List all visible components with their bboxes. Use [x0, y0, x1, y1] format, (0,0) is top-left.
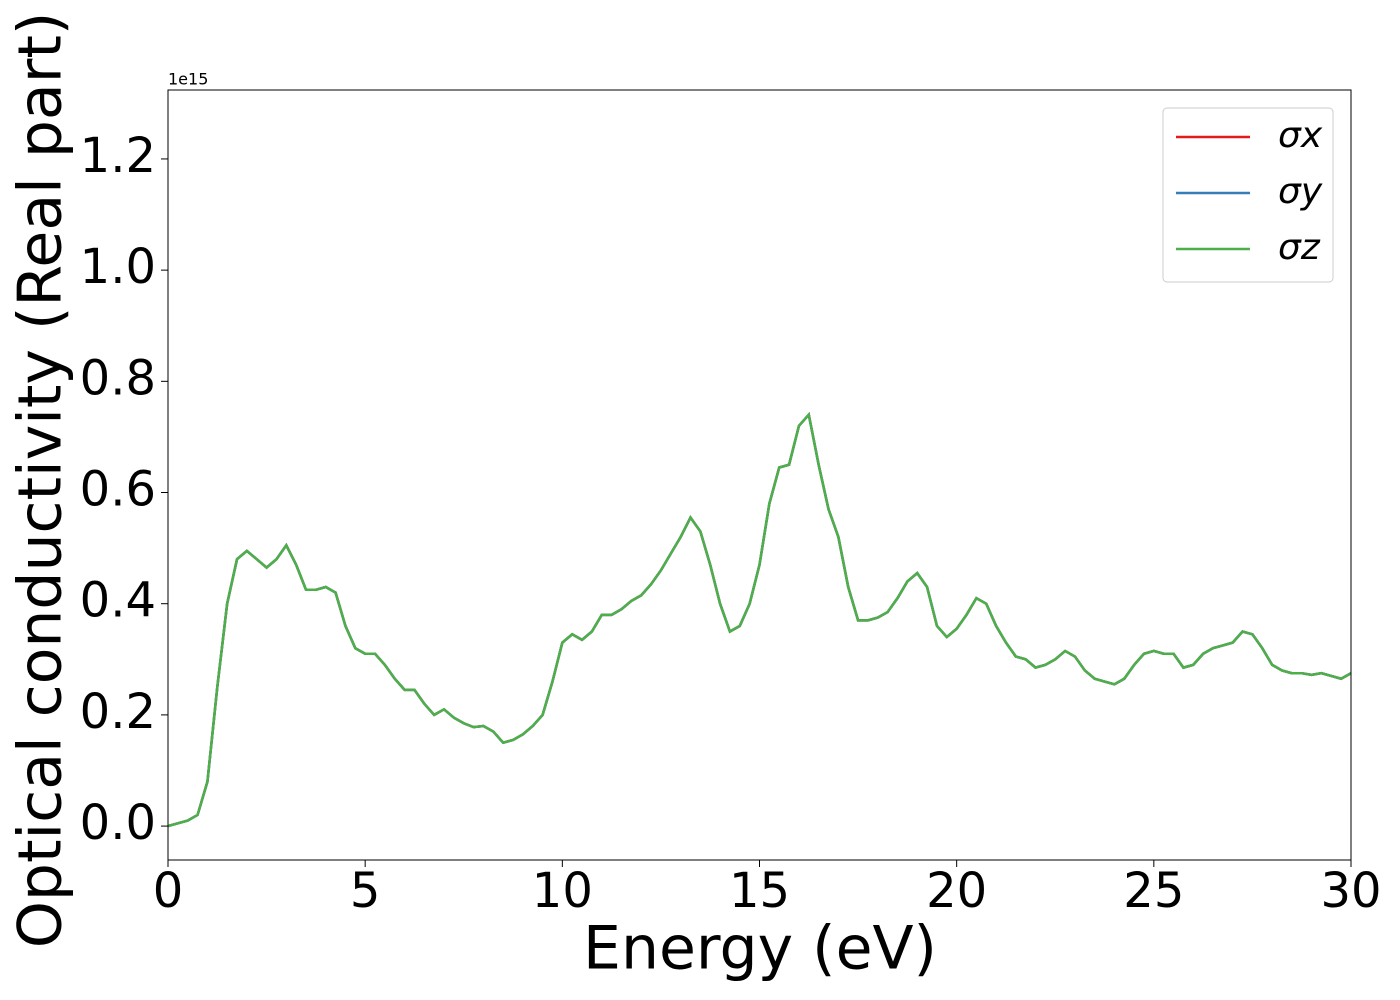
- y-tick-label: 0.0: [80, 795, 156, 851]
- x-tick-label: 15: [729, 863, 790, 919]
- x-tick-label: 0: [153, 863, 184, 919]
- x-tick-label: 20: [926, 863, 987, 919]
- x-tick-label: 5: [350, 863, 381, 919]
- series-line: [168, 411, 1351, 828]
- y-tick-label: 0.8: [80, 350, 156, 406]
- y-tick-label: 1.0: [80, 239, 156, 295]
- series-line: [168, 411, 1351, 828]
- x-tick-label: 10: [532, 863, 593, 919]
- y-axis-label: Optical conductivity (Real part): [6, 12, 76, 949]
- x-axis-label: Energy (eV): [583, 914, 937, 984]
- legend-label: σx: [1278, 115, 1323, 156]
- y-tick-label: 1.2: [80, 128, 156, 184]
- offset-label: 1e15: [168, 70, 208, 89]
- legend-label: σy: [1278, 171, 1323, 212]
- x-tick-label: 30: [1320, 863, 1381, 919]
- y-tick-label: 0.6: [80, 462, 156, 518]
- series-line: [168, 411, 1351, 828]
- legend-box: [1162, 107, 1334, 283]
- y-tick-label: 0.2: [80, 684, 156, 740]
- x-tick-label: 25: [1123, 863, 1184, 919]
- y-tick-label: 0.4: [80, 573, 156, 629]
- plot-frame: [167, 89, 1352, 861]
- legend-label: σz: [1278, 227, 1321, 268]
